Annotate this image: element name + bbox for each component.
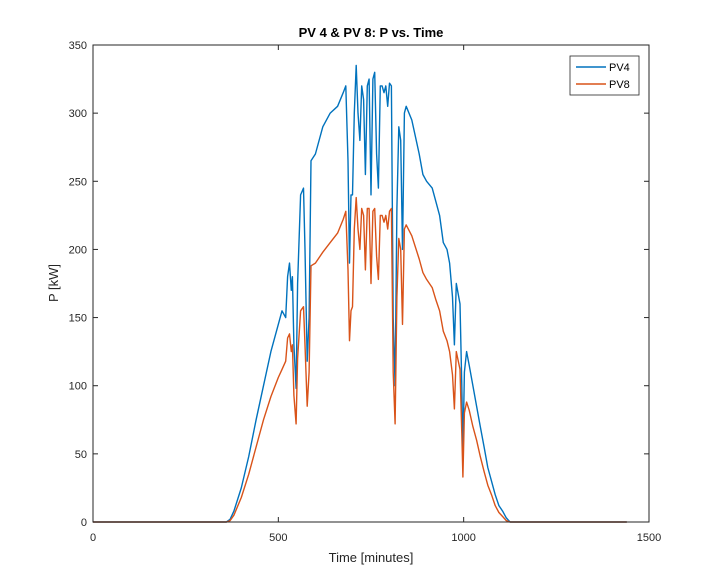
x-tick-label: 0 (90, 532, 96, 544)
legend-label-pv4: PV4 (609, 62, 630, 74)
legend-box (569, 55, 640, 96)
series-line-pv8 (93, 196, 627, 523)
series-layer (93, 64, 627, 523)
legend: PV4 PV8 (569, 55, 640, 96)
plot-frame (92, 44, 650, 523)
y-tick-label: 100 (69, 381, 87, 393)
y-tick-label: 250 (69, 176, 87, 188)
y-tick-label: 0 (81, 517, 87, 529)
chart-title: PV 4 & PV 8: P vs. Time (299, 25, 444, 40)
y-tick-label: 200 (69, 244, 87, 256)
x-tick-label: 1500 (637, 532, 661, 544)
y-axis-label: P [kW] (46, 264, 61, 302)
x-axis-label: Time [minutes] (329, 550, 414, 565)
y-tick-label: 50 (75, 449, 87, 461)
x-tick-label: 1000 (451, 532, 475, 544)
y-tick-label: 300 (69, 108, 87, 120)
x-tick-label: 500 (269, 532, 287, 544)
y-tick-label: 350 (69, 40, 87, 52)
y-tick-label: 150 (69, 313, 87, 325)
legend-label-pv8: PV8 (609, 79, 630, 91)
series-line-pv4 (93, 64, 627, 523)
